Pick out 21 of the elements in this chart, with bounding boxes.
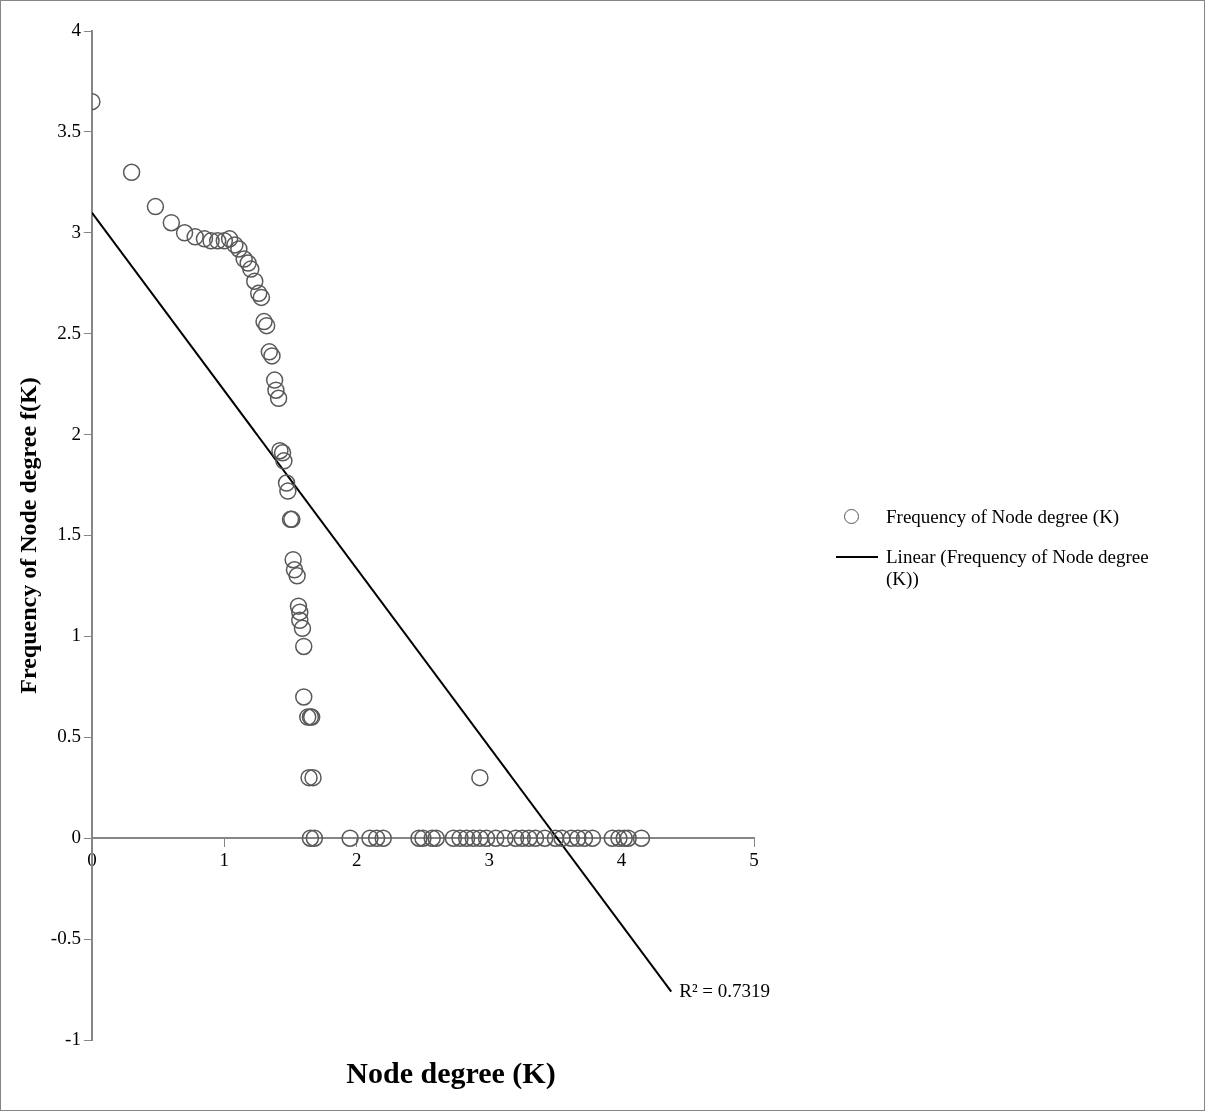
y-tick-label: -0.5 [50,927,81,949]
legend-label: Linear (Frequency of Node degree (K)) [886,546,1150,590]
x-axis-title: Node degree (K) [345,1056,557,1090]
y-tick-label: 3 [71,220,81,242]
x-tick-label: 1 [219,848,230,870]
y-axis-title: Frequency of Node degree f(K) [14,377,41,694]
y-tick-label: 2 [71,422,81,444]
annotation: R² = 0.7319 [679,979,771,1001]
y-tick-label: 0 [71,826,81,848]
x-tick-label: 2 [351,848,362,870]
y-tick-label: -1 [65,1027,81,1049]
x-tick-label: 5 [749,848,759,870]
legend-label: Frequency of Node degree (K) [886,506,1120,528]
x-tick-label: 4 [616,848,627,870]
y-tick-label: 4 [71,18,82,40]
x-tick-label: 3 [484,848,494,870]
y-tick-label: 0.5 [57,725,81,747]
y-tick-label: 2.5 [57,321,81,343]
y-tick-label: 1 [71,624,81,646]
y-tick-label: 1.5 [57,523,81,545]
y-tick-label: 3.5 [57,119,81,141]
